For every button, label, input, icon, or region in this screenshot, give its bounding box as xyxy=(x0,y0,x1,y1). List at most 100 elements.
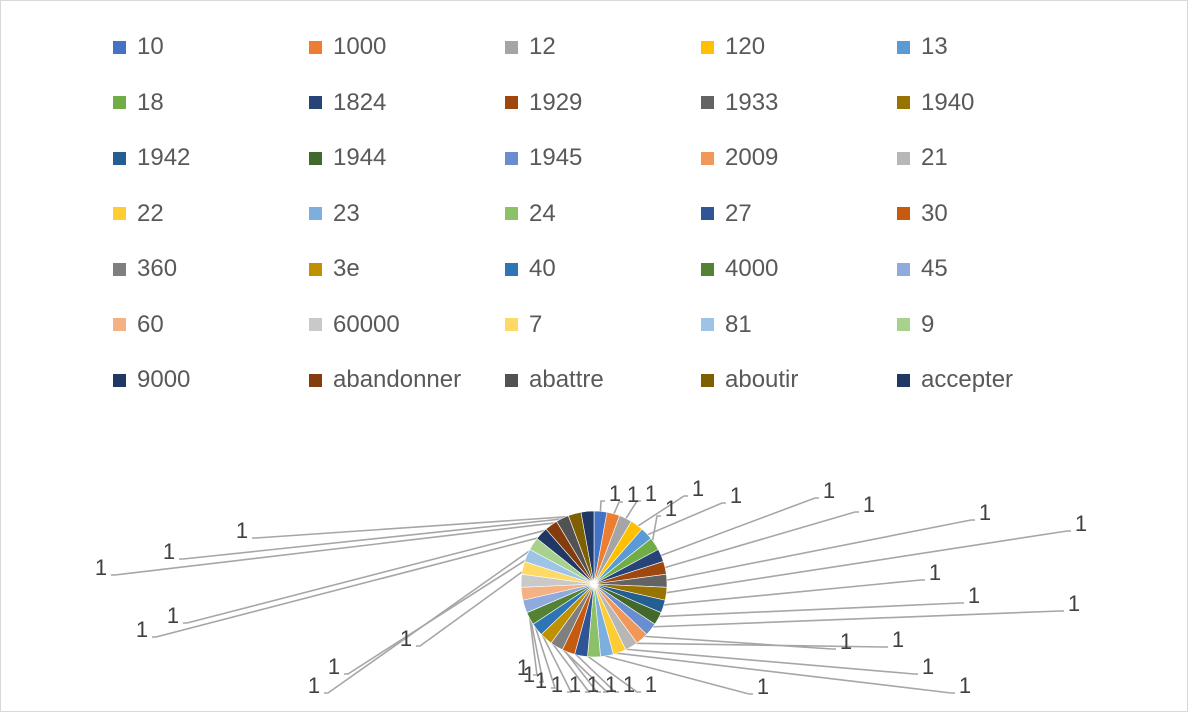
legend-item: 81 xyxy=(701,305,752,345)
legend-swatch xyxy=(505,96,518,109)
data-label: 1 xyxy=(757,674,769,699)
pie-slice xyxy=(580,510,595,585)
data-label: 1 xyxy=(959,673,971,698)
leader-lines xyxy=(111,495,1071,695)
legend-swatch xyxy=(309,262,322,276)
leader-line xyxy=(416,567,528,647)
legend-label: 4000 xyxy=(725,255,779,282)
legend-swatch xyxy=(113,40,126,54)
legend-label: 360 xyxy=(137,255,178,282)
legend-swatch xyxy=(309,318,322,331)
legend-swatch xyxy=(897,151,910,165)
leader-line xyxy=(593,652,753,695)
legend-label: accepter xyxy=(921,366,1014,393)
legend-item: 40 xyxy=(505,249,556,289)
legend-item: 18 xyxy=(113,83,164,123)
data-label: 1 xyxy=(730,483,742,508)
legend-item: abandonner xyxy=(309,360,461,400)
legend-swatch xyxy=(113,262,126,276)
legend-item: 1945 xyxy=(505,138,582,178)
leader-line xyxy=(532,616,573,693)
legend-label: 23 xyxy=(333,199,360,227)
legend-swatch xyxy=(505,318,518,331)
data-label: 1 xyxy=(517,655,529,680)
legend-item: 10 xyxy=(113,27,164,67)
data-label: 1 xyxy=(979,500,991,525)
legend-item: 120 xyxy=(701,27,765,67)
leader-line xyxy=(661,511,859,570)
leader-line xyxy=(643,502,726,538)
data-label: 1 xyxy=(665,496,677,521)
legend-item: 1000 xyxy=(309,27,386,67)
leader-line xyxy=(662,530,1071,595)
legend-swatch xyxy=(701,40,714,54)
data-label: 1 xyxy=(587,672,599,697)
legend-swatch xyxy=(701,318,714,331)
leader-line xyxy=(539,626,591,693)
legend-label: 13 xyxy=(921,33,948,60)
legend-label: 24 xyxy=(529,199,556,227)
leader-line xyxy=(634,495,688,529)
legend-item: 23 xyxy=(309,194,360,234)
legend-swatch xyxy=(897,207,910,220)
legend-item: 1933 xyxy=(701,83,778,123)
legend-swatch xyxy=(113,373,126,387)
legend-swatch xyxy=(897,318,910,331)
data-label: 1 xyxy=(1068,591,1080,616)
legend-item: 1944 xyxy=(309,138,386,178)
legend-label: 1940 xyxy=(921,88,975,116)
legend-swatch xyxy=(701,262,714,276)
data-label: 1 xyxy=(823,478,835,503)
legend-label: 60000 xyxy=(333,310,400,338)
data-label: 1 xyxy=(922,654,934,679)
legend-item: 22 xyxy=(113,194,164,234)
legend-label: 10 xyxy=(137,33,164,60)
legend-label: 3e xyxy=(333,255,360,282)
legend-item: aboutir xyxy=(701,360,798,400)
legend-item: 21 xyxy=(897,138,948,178)
data-label: 1 xyxy=(1075,511,1087,536)
leader-line xyxy=(524,593,544,683)
legend-item: 12 xyxy=(505,27,556,67)
leader-line xyxy=(324,545,537,694)
data-label: 1 xyxy=(645,481,657,506)
data-label: 1 xyxy=(136,617,148,642)
leader-line xyxy=(657,497,819,558)
leader-line xyxy=(557,642,601,693)
data-label: 1 xyxy=(551,672,563,697)
legend-label: 1000 xyxy=(333,33,387,60)
data-label: 1 xyxy=(840,629,852,654)
legend-swatch xyxy=(505,40,518,54)
legend-swatch xyxy=(701,151,714,165)
legend-label: 7 xyxy=(529,310,543,338)
data-label: 1 xyxy=(523,662,535,687)
data-label: 1 xyxy=(163,539,175,564)
legend-item: accepter xyxy=(897,360,1013,400)
legend-item: 1940 xyxy=(897,83,974,123)
legend-swatch xyxy=(897,96,910,109)
legend-label: aboutir xyxy=(725,366,799,393)
legend-item: 7 xyxy=(505,305,542,345)
legend-item: 2009 xyxy=(701,138,778,178)
legend-label: 45 xyxy=(921,255,948,282)
leader-line xyxy=(606,651,955,694)
legend-swatch xyxy=(113,318,126,331)
legend-item: 30 xyxy=(897,194,948,234)
legend-swatch xyxy=(113,96,126,109)
legend-label: 81 xyxy=(725,310,752,338)
legend-label: 18 xyxy=(137,88,164,116)
leader-line xyxy=(650,515,661,547)
legend-label: 40 xyxy=(529,255,556,282)
legend-label: 1929 xyxy=(529,88,583,116)
leader-line xyxy=(569,648,619,693)
legend-item: 1942 xyxy=(113,138,190,178)
leader-line xyxy=(611,501,623,518)
legend-label: 12 xyxy=(529,33,556,60)
leader-line xyxy=(629,642,888,648)
data-label: 1 xyxy=(236,518,248,543)
legend-label: 21 xyxy=(921,144,948,171)
legend-item: 13 xyxy=(897,27,948,67)
legend-swatch xyxy=(505,207,518,220)
legend-item: 27 xyxy=(701,194,752,234)
